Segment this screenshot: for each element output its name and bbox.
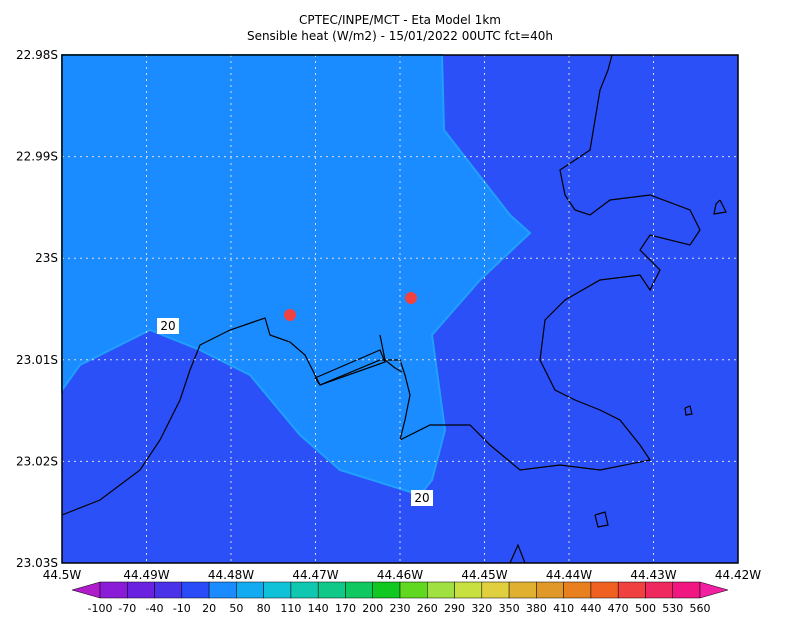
lon-tick-label: 44.45W <box>461 568 507 582</box>
lon-tick-label: 44.5W <box>43 568 82 582</box>
colorbar-swatch <box>399 581 428 599</box>
title: CPTEC/INPE/MCT - Eta Model 1km <box>299 13 501 27</box>
colorbar-swatch <box>645 581 673 599</box>
colorbar-label: 440 <box>580 602 601 615</box>
station-point <box>284 309 296 321</box>
colorbar-swatch <box>208 581 237 599</box>
colorbar-label: 200 <box>362 602 383 615</box>
lon-tick-label: 44.42W <box>715 568 761 582</box>
lat-tick-label: 22.99S <box>16 150 58 164</box>
lat-tick-label: 22.98S <box>16 48 58 62</box>
colorbar-label: 260 <box>417 602 438 615</box>
colorbar-label: -40 <box>146 602 164 615</box>
colorbar-swatch <box>427 581 455 599</box>
colorbar-swatch <box>617 581 646 599</box>
colorbar-label: 560 <box>690 602 711 615</box>
station-point <box>405 292 417 304</box>
colorbar-swatch <box>454 581 483 599</box>
colorbar-label: 140 <box>308 602 329 615</box>
plot-frame <box>61 54 739 564</box>
colorbar-label: 380 <box>526 602 547 615</box>
lon-tick-label: 44.49W <box>123 568 169 582</box>
colorbar-label: 500 <box>635 602 656 615</box>
colorbar-label: 410 <box>553 602 574 615</box>
colorbar-label: 470 <box>608 602 629 615</box>
colorbar-label: -70 <box>118 602 136 615</box>
lat-tick-label: 23.01S <box>16 353 58 367</box>
colorbar-swatch <box>317 581 346 599</box>
colorbar-label: 50 <box>229 602 243 615</box>
colorbar-label: 170 <box>335 602 356 615</box>
coastline <box>61 54 727 564</box>
lon-tick-label: 44.46W <box>377 568 423 582</box>
lon-tick-label: 44.44W <box>546 568 592 582</box>
colorbar-swatch <box>290 581 319 599</box>
colorbar-swatch <box>536 581 564 599</box>
colorbar-end <box>71 581 101 599</box>
colorbar-swatch <box>181 581 210 599</box>
colorbar-swatch <box>127 581 155 599</box>
colorbar-label: 530 <box>662 602 683 615</box>
colorbar-label: 110 <box>280 602 301 615</box>
colorbar-label: 20 <box>202 602 216 615</box>
colorbar-swatch <box>236 581 264 599</box>
colorbar-swatch <box>590 581 619 599</box>
colorbar-label: -100 <box>88 602 113 615</box>
colorbar-label: 290 <box>444 602 465 615</box>
lat-tick-label: 23.03S <box>16 556 58 570</box>
colorbar-label: 80 <box>257 602 271 615</box>
lat-tick-label: 23.02S <box>16 454 58 468</box>
contour-label: 20 <box>414 491 429 505</box>
colorbar-swatch <box>563 581 592 599</box>
subtitle: Sensible heat (W/m2) - 15/01/2022 00UTC … <box>247 29 553 43</box>
contour-label-box <box>157 318 179 334</box>
colorbar-swatch <box>508 581 537 599</box>
colorbar-label: 320 <box>471 602 492 615</box>
colorbar-swatch <box>345 581 373 599</box>
colorbar-swatch <box>372 581 401 599</box>
colorbar-label: 350 <box>499 602 520 615</box>
lon-tick-label: 44.47W <box>292 568 338 582</box>
lon-tick-label: 44.48W <box>208 568 254 582</box>
contour-region <box>61 54 532 497</box>
lon-tick-label: 44.43W <box>630 568 676 582</box>
colorbar-swatch <box>154 581 183 599</box>
colorbar-swatch <box>263 581 292 599</box>
colorbar-label: -10 <box>173 602 191 615</box>
colorbar-swatch <box>99 581 128 599</box>
colorbar-swatch <box>481 581 510 599</box>
colorbar-swatch <box>672 581 701 599</box>
colorbar-end <box>699 581 729 599</box>
contour-label-box <box>411 490 433 506</box>
lat-tick-label: 23S <box>35 251 58 265</box>
contour-label: 20 <box>160 319 175 333</box>
colorbar-label: 230 <box>390 602 411 615</box>
